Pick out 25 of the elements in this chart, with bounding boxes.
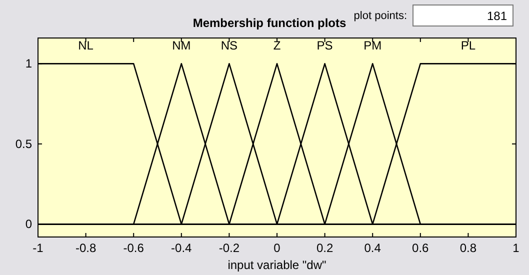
y-tick-label: 1: [25, 56, 32, 71]
x-tick-label: -0.8: [75, 241, 96, 255]
x-tick-label: -1: [32, 241, 44, 255]
chart-title: Membership function plots: [192, 16, 346, 30]
x-tick-label: 0.8: [460, 241, 477, 255]
x-tick-label: 1: [512, 241, 520, 255]
x-axis-title: input variable "dw": [228, 258, 326, 272]
text: plot points:: [354, 10, 407, 22]
x-tick-label: -0.2: [218, 241, 240, 255]
legend-label: PM: [364, 38, 382, 53]
x-tick-label: 0: [274, 241, 281, 255]
legend-label: PS: [316, 38, 333, 53]
x-tick-label: 0.4: [364, 241, 382, 255]
x-tick-label: 0.2: [316, 241, 334, 255]
x-tick-label: -0.6: [123, 241, 144, 255]
y-tick-label: 0.5: [15, 136, 32, 151]
x-tick-label: 0.6: [412, 241, 430, 255]
y-tick-label: 0: [25, 217, 32, 232]
legend-label: Z: [273, 38, 281, 53]
legend-label: NM: [172, 38, 191, 53]
legend-label: PL: [460, 38, 476, 53]
legend-label: NS: [220, 38, 238, 53]
text: 181: [486, 9, 508, 23]
legend-label: NL: [78, 38, 94, 53]
x-tick-label: -0.4: [171, 241, 192, 255]
